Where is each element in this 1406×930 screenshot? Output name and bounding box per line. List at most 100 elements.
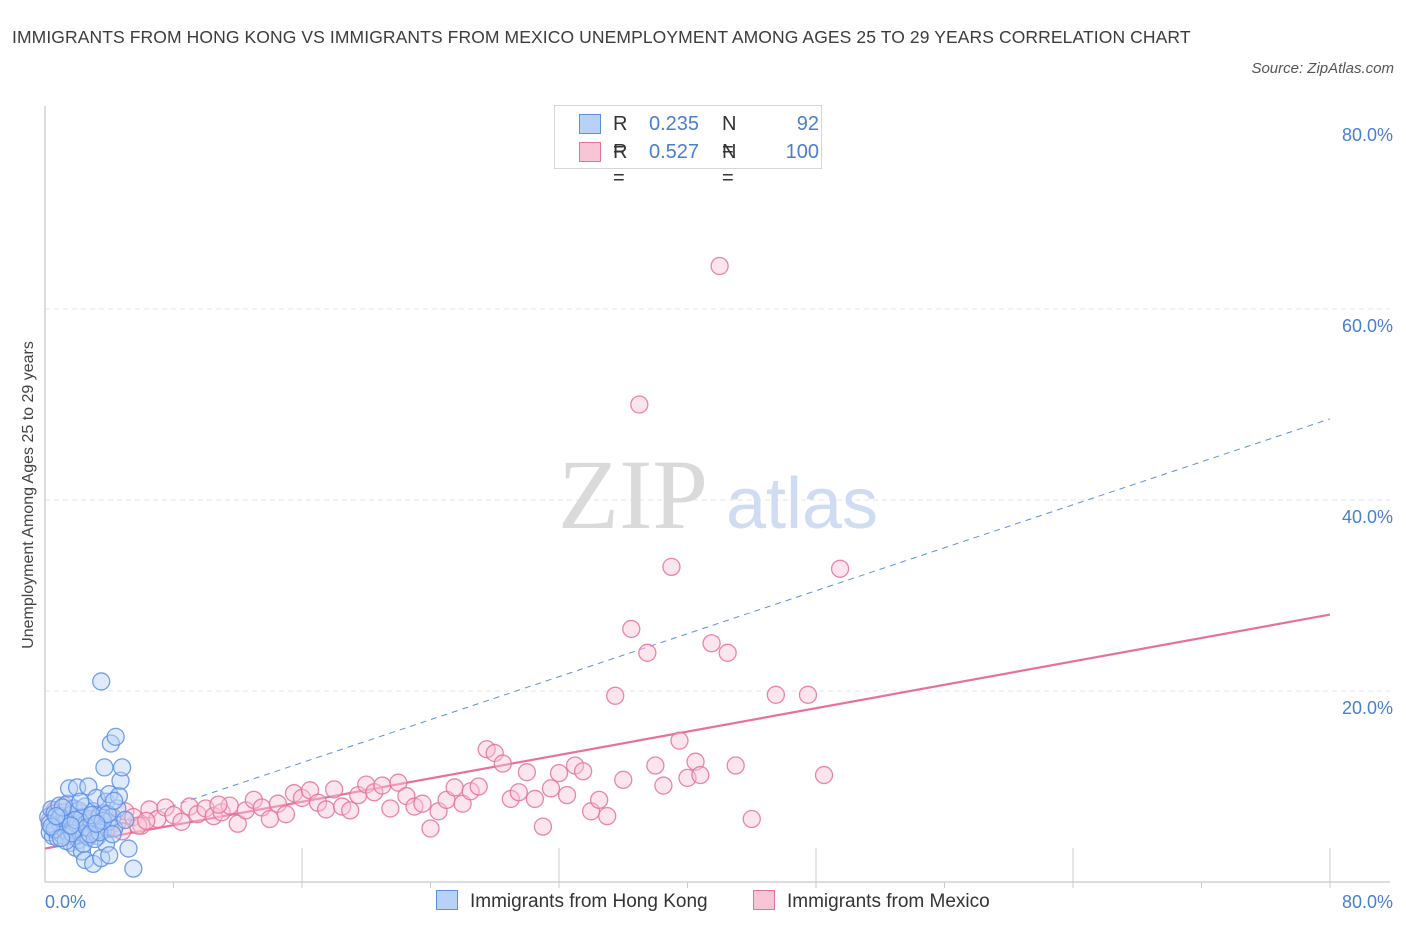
trend-lines	[44, 418, 1331, 850]
point-mexico	[670, 731, 689, 750]
point-mexico	[742, 809, 761, 829]
point-mexico	[316, 800, 336, 819]
legend-item-mexico: Immigrants from Mexico	[753, 888, 990, 916]
n-label: N =	[722, 113, 737, 161]
point-mexico	[654, 776, 673, 795]
legend-swatch-hong-kong	[579, 114, 601, 134]
legend-swatch-mexico	[753, 889, 775, 910]
x-tick-label: 80.0%	[1342, 892, 1393, 912]
y-tick-label: 20.0%	[1342, 698, 1393, 718]
point-hong-kong	[95, 758, 114, 777]
point-hong-kong	[61, 816, 80, 835]
point-mexico	[209, 795, 228, 814]
y-tick-label: 40.0%	[1342, 507, 1393, 527]
point-mexico	[373, 776, 392, 795]
point-hong-kong	[112, 758, 132, 777]
r-label: R =	[613, 113, 628, 161]
point-hong-kong	[87, 814, 106, 833]
point-mexico	[814, 765, 834, 785]
y-tick-label: 60.0%	[1342, 316, 1393, 336]
point-mexico	[646, 756, 665, 775]
chart-title: IMMIGRANTS FROM HONG KONG VS IMMIGRANTS …	[12, 27, 1191, 47]
tick-labels: 20.0% 40.0% 60.0% 80.0% 0.0% 80.0%	[45, 125, 1393, 912]
point-mexico	[549, 763, 569, 783]
legend-swatch-mexico	[579, 142, 601, 162]
point-hong-kong	[47, 806, 66, 826]
point-hong-kong	[96, 834, 116, 853]
point-hong-kong	[111, 771, 130, 790]
data-points	[39, 256, 850, 878]
point-mexico	[493, 754, 512, 773]
r-value: 0.235	[649, 113, 700, 135]
point-hong-kong	[106, 727, 125, 746]
point-mexico	[557, 785, 577, 805]
r-label: R =	[613, 141, 628, 189]
r-value: 0.527	[649, 141, 700, 163]
point-mexico	[590, 790, 609, 810]
x-tick-label: 0.0%	[45, 892, 86, 912]
n-value: 100	[785, 141, 819, 163]
correlation-legend: R = 0.235 N = 92 R = 0.527 N = 100	[554, 105, 822, 189]
point-hong-kong	[124, 859, 143, 878]
point-mexico	[389, 773, 408, 792]
legend-label-hong-kong: Immigrants from Hong Kong	[470, 891, 708, 912]
source-label: Source: ZipAtlas.com	[1251, 60, 1394, 77]
point-mexico	[766, 685, 785, 704]
point-mexico	[381, 799, 400, 818]
grid-lines	[45, 308, 1390, 692]
point-mexico	[598, 806, 617, 826]
point-mexico	[718, 643, 737, 662]
point-mexico	[638, 643, 657, 662]
point-hong-kong	[80, 825, 100, 844]
axes	[44, 106, 1390, 888]
point-hong-kong	[82, 806, 101, 825]
point-mexico	[525, 789, 545, 809]
point-mexico	[421, 819, 440, 838]
point-mexico	[710, 256, 729, 276]
point-mexico	[691, 765, 710, 785]
point-hong-kong	[116, 810, 135, 830]
point-hong-kong	[103, 825, 122, 844]
point-mexico	[798, 685, 818, 704]
watermark-atlas: atlas	[726, 464, 878, 544]
point-mexico	[413, 794, 432, 813]
point-mexico	[541, 779, 561, 798]
y-tick-label: 80.0%	[1342, 125, 1393, 145]
legend-swatch-hong-kong	[436, 889, 458, 910]
point-mexico	[662, 557, 681, 576]
y-axis-label: Unemployment Among Ages 25 to 29 years	[20, 341, 37, 649]
point-mexico	[260, 809, 280, 829]
legend-item-hong-kong: Immigrants from Hong Kong	[436, 888, 708, 916]
point-mexico	[614, 770, 633, 789]
point-mexico	[622, 619, 641, 639]
point-hong-kong	[104, 791, 124, 810]
legend-label-mexico: Immigrants from Mexico	[787, 891, 990, 912]
point-mexico	[228, 814, 247, 833]
point-mexico	[341, 801, 360, 820]
point-mexico	[830, 559, 850, 578]
point-hong-kong	[71, 792, 90, 811]
point-mexico	[517, 763, 537, 782]
point-hong-kong	[119, 839, 138, 858]
point-mexico	[573, 762, 593, 781]
n-label: N =	[722, 141, 737, 189]
trend-line-mexico	[44, 613, 1331, 850]
zipatlas-watermark: ZIP atlas	[558, 439, 878, 550]
trend-line-hong-kong	[44, 418, 1331, 850]
point-mexico	[702, 634, 721, 653]
point-mexico	[533, 817, 553, 836]
point-hong-kong	[51, 828, 71, 848]
point-mexico	[606, 686, 625, 705]
point-mexico	[324, 780, 344, 799]
point-hong-kong	[100, 846, 119, 865]
point-hong-kong	[92, 672, 111, 691]
point-mexico	[172, 812, 191, 831]
point-mexico	[276, 805, 296, 824]
point-mexico	[509, 783, 528, 802]
point-mexico	[469, 777, 488, 796]
n-value: 92	[796, 113, 819, 135]
point-mexico	[445, 778, 464, 797]
point-mexico	[630, 395, 649, 414]
point-mexico	[137, 811, 156, 831]
